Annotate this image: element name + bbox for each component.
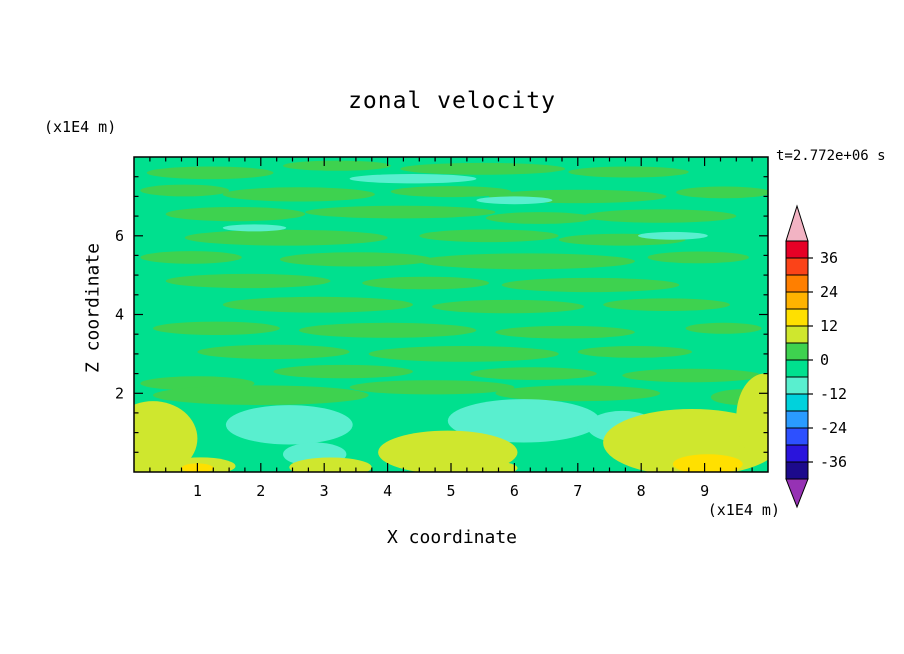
contour-region [495, 385, 661, 402]
contour-region [368, 346, 559, 362]
colorbar-tick-label: -12 [820, 385, 847, 403]
contour-region [279, 252, 432, 267]
contour-region [577, 346, 692, 358]
contour-region [419, 253, 635, 270]
contour-region [685, 322, 762, 334]
colorbar-segment [785, 444, 809, 463]
colorbar-segment [785, 342, 809, 361]
y-tick-label: 6 [115, 227, 124, 245]
y-axis-unit: (x1E4 m) [44, 118, 117, 136]
contour-region [153, 321, 280, 335]
contour-region [676, 186, 768, 199]
colorbar-under-arrow [785, 478, 809, 509]
colorbar: 36 24 12 0 -12 -24 -36 [785, 204, 847, 509]
x-tick-label: 1 [193, 482, 202, 500]
x-tick-label: 7 [573, 482, 582, 500]
colorbar-tick-label: 12 [820, 317, 838, 335]
x-tick-label: 6 [510, 482, 519, 500]
contour-region [283, 160, 391, 171]
contour-region [222, 224, 287, 232]
contour-region [460, 461, 518, 472]
colorbar-tick-label: 36 [820, 249, 838, 267]
contour-region [140, 184, 230, 197]
x-tick-label: 8 [637, 482, 646, 500]
contour-region [165, 207, 306, 222]
contour-region [140, 251, 242, 264]
chart-title: zonal velocity [348, 88, 556, 114]
colorbar-segment [785, 240, 809, 259]
time-annotation: t=2.772e+06 s [776, 148, 886, 164]
contour-region [390, 186, 512, 198]
contour-region [568, 166, 689, 178]
y-tick-label: 2 [115, 384, 124, 402]
contour-region [289, 457, 372, 472]
y-tick-label: 4 [115, 306, 124, 324]
colorbar-segment [785, 427, 809, 446]
colorbar-segment [785, 410, 809, 429]
contour-region [298, 322, 477, 338]
contour-region [222, 296, 413, 313]
contour-region [225, 405, 353, 445]
colorbar-segment [785, 359, 809, 378]
contour-region [362, 276, 489, 290]
contour-region [165, 273, 331, 289]
colorbar-segment [785, 393, 809, 412]
plot-frame [133, 156, 769, 473]
contour-region [153, 385, 369, 405]
contour-region [134, 401, 198, 472]
contour-region [476, 196, 553, 205]
contour-region [638, 231, 708, 240]
contour-region [672, 454, 743, 472]
contour-region [222, 187, 375, 202]
contour-region [584, 209, 737, 223]
contour-region [146, 166, 274, 180]
colorbar-segment [785, 325, 809, 344]
contour-region [470, 367, 597, 380]
contour-region [197, 344, 350, 359]
contour-field [134, 157, 768, 472]
contour-region [400, 162, 566, 175]
x-tick-label: 3 [320, 482, 329, 500]
y-axis-label: Z coordinate [82, 242, 104, 374]
x-tick-label: 5 [446, 482, 455, 500]
contour-region [273, 364, 413, 379]
contour-region [349, 380, 515, 395]
colorbar-segment [785, 257, 809, 276]
contour-region [432, 299, 585, 314]
x-axis-unit: (x1E4 m) [707, 501, 780, 519]
colorbar-segment [785, 376, 809, 395]
contour-region [603, 298, 730, 311]
contour-region [622, 368, 762, 383]
contour-region [501, 277, 680, 293]
colorbar-segment [785, 308, 809, 327]
colorbar-over-arrow [785, 204, 809, 242]
contour-region [305, 205, 496, 219]
contour-region [736, 373, 768, 461]
colorbar-segment [785, 274, 809, 293]
contour-region [485, 212, 594, 224]
x-tick-label: 4 [383, 482, 392, 500]
contour-region [184, 229, 388, 246]
contour-region [495, 325, 635, 339]
colorbar-segment [785, 291, 809, 310]
colorbar-tick-label: -36 [820, 453, 847, 471]
contour-region [647, 251, 749, 264]
contour-region [349, 174, 477, 184]
colorbar-segment [785, 461, 809, 480]
colorbar-tick-label: 0 [820, 351, 829, 369]
colorbar-tick-label: -24 [820, 419, 847, 437]
colorbar-tick-label: 24 [820, 283, 838, 301]
contour-plot: 1 2 3 4 5 6 7 8 9 2 4 6 [115, 156, 769, 500]
contour-region [447, 399, 600, 443]
x-tick-label: 9 [700, 482, 709, 500]
contour-region [419, 229, 559, 243]
x-tick-label: 2 [256, 482, 265, 500]
x-axis-label: X coordinate [386, 527, 518, 548]
